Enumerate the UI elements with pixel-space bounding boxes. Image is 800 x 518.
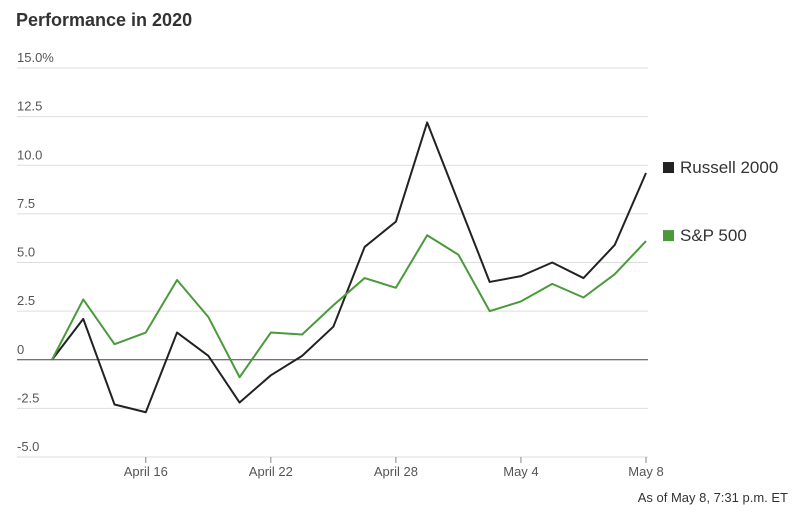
y-tick-label: 7.5: [17, 196, 35, 211]
legend-label: S&P 500: [680, 226, 747, 245]
x-tick-label: April 16: [124, 464, 168, 479]
y-tick-label: 12.5: [17, 99, 42, 114]
y-tick-label: 2.5: [17, 293, 35, 308]
y-tick-label: 15.0%: [17, 50, 54, 65]
x-tick-label: April 22: [249, 464, 293, 479]
chart-title: Performance in 2020: [16, 10, 192, 30]
y-tick-label: 10.0: [17, 147, 42, 162]
y-tick-label: -5.0: [17, 439, 39, 454]
legend-label: Russell 2000: [680, 158, 778, 177]
y-tick-label: -2.5: [17, 390, 39, 405]
y-tick-label: 5.0: [17, 245, 35, 260]
series-line: [51, 121, 647, 414]
y-tick-label: 0: [17, 342, 24, 357]
footnote: As of May 8, 7:31 p.m. ET: [638, 490, 788, 505]
x-tick-label: May 8: [628, 464, 663, 479]
series-line: [51, 234, 647, 379]
legend-swatch: [663, 162, 674, 174]
x-tick-label: May 4: [503, 464, 538, 479]
legend-swatch: [663, 230, 674, 242]
x-tick-label: April 28: [374, 464, 418, 479]
